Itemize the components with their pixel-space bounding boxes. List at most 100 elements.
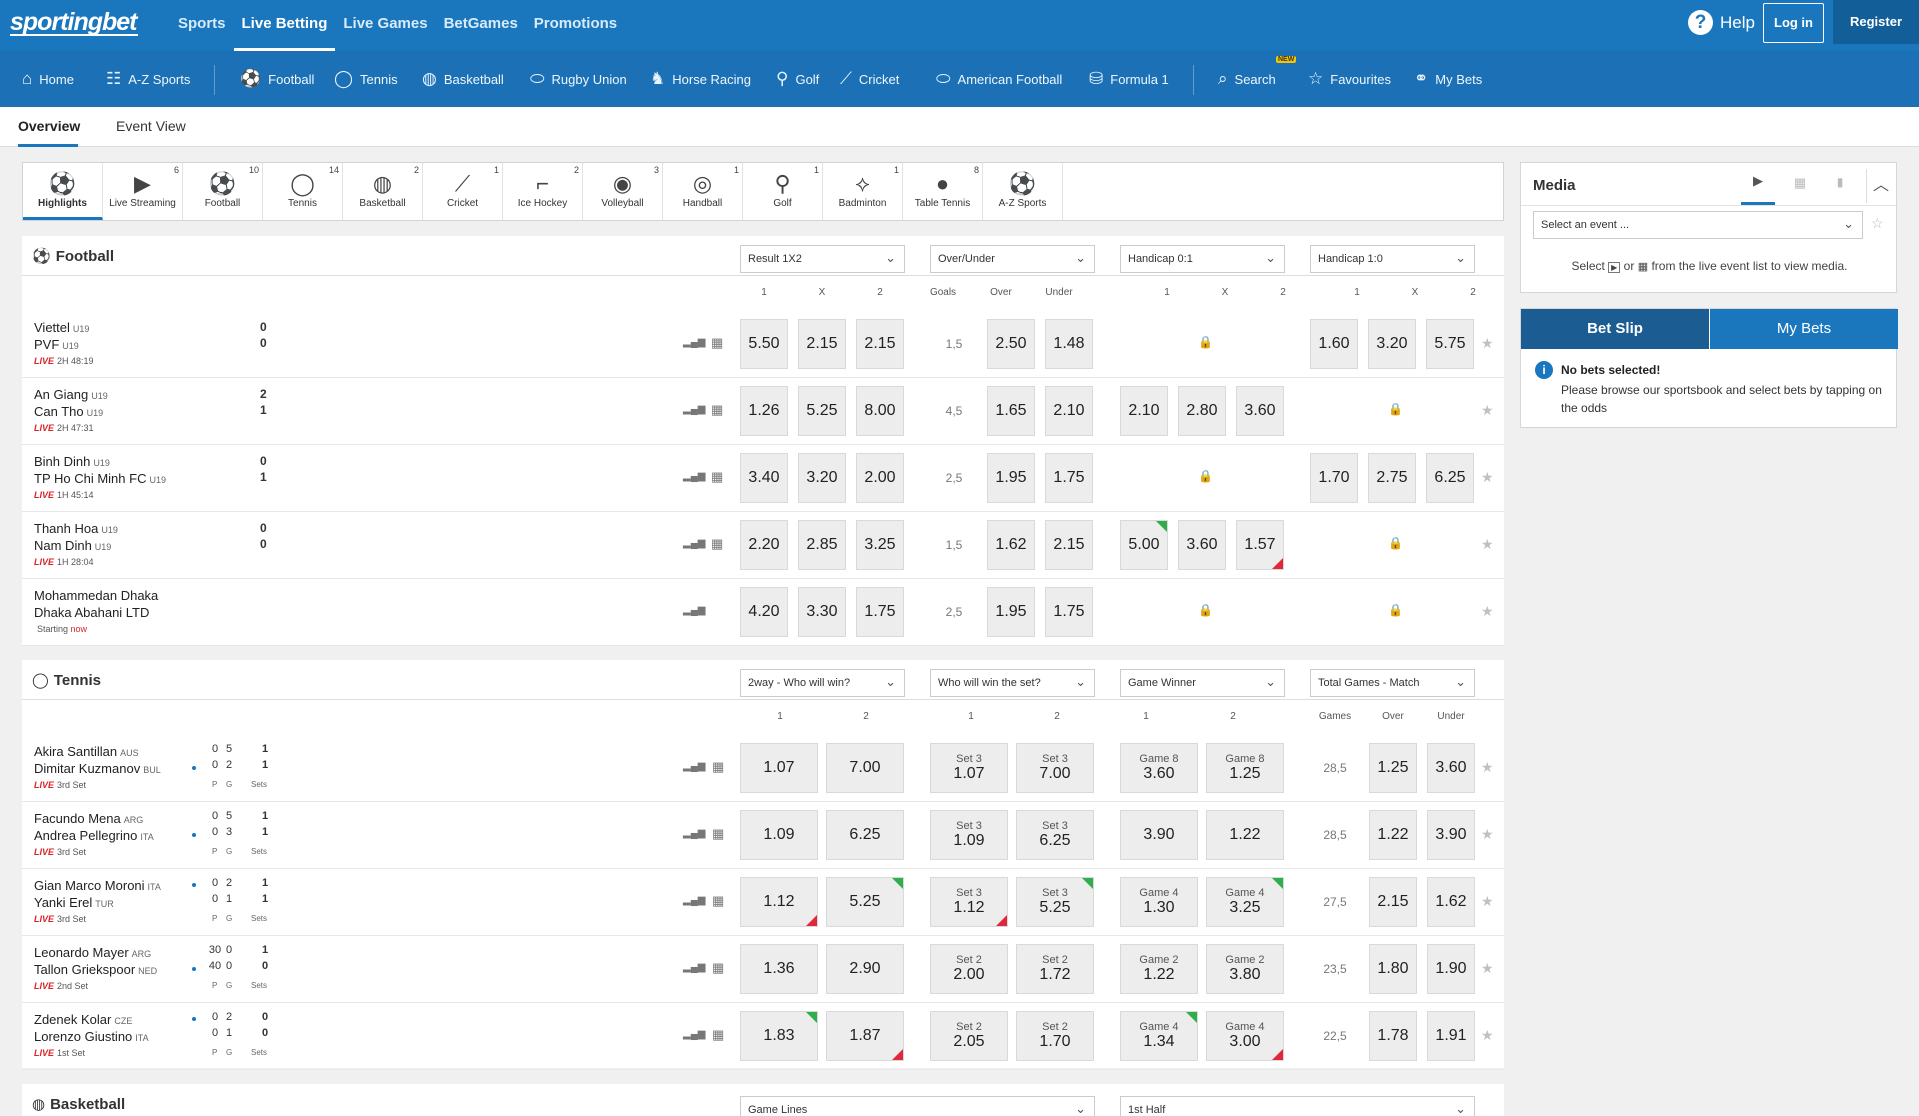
market-select[interactable]: Result 1X2 ⌄ <box>740 245 905 273</box>
event-row[interactable]: Akira Santillan AUS Dimitar Kuzmanov BUL LIV… <box>22 735 1504 802</box>
odds-button[interactable]: Game 8 1.25 <box>1206 743 1284 793</box>
odds-button[interactable]: 1.22 <box>1206 810 1284 860</box>
collapse-icon[interactable]: ︿ <box>1873 177 1890 194</box>
stats-icon[interactable]: ▂▄▆ <box>683 538 706 549</box>
scoreboard-icon[interactable]: ▦ <box>711 536 724 551</box>
event-row[interactable]: Gian Marco Moroni ITA Yanki Erel TUR LIVE 3rd… <box>22 869 1504 936</box>
player-name[interactable]: Leonardo Mayer ARG <box>34 945 151 960</box>
odds-button[interactable]: 1.60 <box>1310 319 1358 369</box>
odds-button[interactable]: 1.78 <box>1369 1011 1417 1061</box>
odds-button[interactable]: 1.25 <box>1369 743 1417 793</box>
team-name[interactable]: PVF U19 <box>34 337 79 352</box>
odds-button[interactable]: 1.75 <box>856 587 904 637</box>
team-name[interactable]: Dhaka Abahani LTD <box>34 605 152 620</box>
player-name[interactable]: Zdenek Kolar CZE <box>34 1012 132 1027</box>
market-select[interactable]: Who will win the set? ⌄ <box>930 669 1095 697</box>
odds-button[interactable]: 6.25 <box>826 810 904 860</box>
market-select[interactable]: Game Lines ⌄ <box>740 1096 1095 1116</box>
odds-button[interactable]: 1.65 <box>987 386 1035 436</box>
topnav-live-betting[interactable]: Live Betting <box>233 0 336 51</box>
scoreboard-icon[interactable]: ▦ <box>711 335 724 350</box>
odds-button[interactable]: 3.90 <box>1427 810 1475 860</box>
odds-button[interactable]: 1.70 <box>1310 453 1358 503</box>
odds-button[interactable]: 2.80 <box>1178 386 1226 436</box>
odds-button[interactable]: Set 2 1.70 <box>1016 1011 1094 1061</box>
stats-icon[interactable]: ▂▄▆ <box>683 828 706 839</box>
odds-button[interactable]: Set 3 6.25 <box>1016 810 1094 860</box>
odds-button[interactable]: 3.20 <box>1368 319 1416 369</box>
topnav-promotions[interactable]: Promotions <box>533 15 618 32</box>
odds-button[interactable]: Game 4 3.25 <box>1206 877 1284 927</box>
topnav-sports[interactable]: Sports <box>178 15 226 32</box>
stats-icon[interactable]: ▂▄▆ <box>683 337 706 348</box>
player-name[interactable]: Yanki Erel TUR <box>34 895 114 910</box>
tab-my-bets[interactable]: My Bets <box>1710 309 1898 349</box>
market-select[interactable]: Game Winner ⌄ <box>1120 669 1285 697</box>
odds-button[interactable]: 1.62 <box>1427 877 1475 927</box>
tile-a-z-sports[interactable]: ⚽ A-Z Sports <box>983 163 1063 220</box>
sportsbar-item-formula-1[interactable]: ⛁ Formula 1 <box>1089 51 1169 107</box>
tile-live-streaming[interactable]: ▶ Live Streaming 6 <box>103 163 183 220</box>
odds-button[interactable]: 3.30 <box>798 587 846 637</box>
odds-button[interactable]: 2.10 <box>1045 386 1093 436</box>
sportsbar-item-tennis[interactable]: ◯ Tennis <box>334 51 398 107</box>
sportsbar-item-rugby-union[interactable]: ⬭ Rugby Union <box>530 51 627 107</box>
sportsbar-item-american-football[interactable]: ⬭ American Football <box>936 51 1062 107</box>
event-row[interactable]: Zdenek Kolar CZE Lorenzo Giustino ITA LIVE 1s… <box>22 1003 1504 1070</box>
odds-button[interactable]: Set 2 1.72 <box>1016 944 1094 994</box>
stats-icon[interactable]: ▂▄▆ <box>683 471 706 482</box>
odds-button[interactable]: 1.62 <box>987 520 1035 570</box>
topnav-betgames[interactable]: BetGames <box>443 15 518 32</box>
sportsbar-item-a-z-sports[interactable]: ☷ A-Z Sports <box>106 51 190 107</box>
odds-button[interactable]: 2.00 <box>856 453 904 503</box>
event-select[interactable]: Select an event ... ⌄ <box>1533 211 1863 239</box>
odds-button[interactable]: 2.15 <box>1045 520 1093 570</box>
sportsbar-item-my-bets[interactable]: ⚭ My Bets <box>1414 51 1482 107</box>
tab-overview[interactable]: Overview <box>18 107 80 147</box>
odds-button[interactable]: 5.25 <box>798 386 846 436</box>
odds-button[interactable]: 1.48 <box>1045 319 1093 369</box>
odds-button[interactable]: 3.60 <box>1427 743 1475 793</box>
sportsbar-item-search[interactable]: ⌕ Search <box>1218 51 1276 107</box>
odds-button[interactable]: Game 2 1.22 <box>1120 944 1198 994</box>
player-name[interactable]: Facundo Mena ARG <box>34 811 143 826</box>
odds-button[interactable]: Set 3 1.12 <box>930 877 1008 927</box>
sportsbar-item-golf[interactable]: ⚲ Golf <box>776 51 819 107</box>
odds-button[interactable]: 1.09 <box>740 810 818 860</box>
odds-button[interactable]: 1.95 <box>987 453 1035 503</box>
login-button[interactable]: Log in <box>1763 3 1824 43</box>
odds-button[interactable]: Set 3 1.07 <box>930 743 1008 793</box>
scoreboard-icon[interactable]: ▦ <box>712 1027 725 1042</box>
help-link[interactable]: ? Help <box>1688 10 1755 35</box>
odds-button[interactable]: Set 3 1.09 <box>930 810 1008 860</box>
odds-button[interactable]: 1.22 <box>1369 810 1417 860</box>
event-row[interactable]: Mohammedan Dhaka Dhaka Abahani LTD Startin… <box>22 579 1504 646</box>
odds-button[interactable]: 1.26 <box>740 386 788 436</box>
odds-button[interactable]: 2.15 <box>1369 877 1417 927</box>
sportsbar-item-cricket[interactable]: ⟋ Cricket <box>840 51 899 107</box>
odds-button[interactable]: 1.57 <box>1236 520 1284 570</box>
tile-highlights[interactable]: ⚽ Highlights <box>23 163 103 220</box>
event-row[interactable]: Facundo Mena ARG Andrea Pellegrino ITA LIVE 3… <box>22 802 1504 869</box>
odds-button[interactable]: 5.00 <box>1120 520 1168 570</box>
sportsbar-item-football[interactable]: ⚽ Football <box>240 51 314 107</box>
favourite-star-icon[interactable]: ★ <box>1481 759 1494 775</box>
scoreboard-icon[interactable]: ▦ <box>712 759 725 774</box>
market-select[interactable]: Total Games - Match ⌄ <box>1310 669 1475 697</box>
odds-button[interactable]: Set 3 5.25 <box>1016 877 1094 927</box>
stats-icon[interactable]: ▂▄▆ <box>683 761 706 772</box>
odds-button[interactable]: 1.95 <box>987 587 1035 637</box>
market-select[interactable]: Over/Under ⌄ <box>930 245 1095 273</box>
favourite-star-icon[interactable]: ★ <box>1481 826 1494 842</box>
odds-button[interactable]: 1.90 <box>1427 944 1475 994</box>
market-select[interactable]: 2way - Who will win? ⌄ <box>740 669 905 697</box>
scoreboard-icon[interactable]: ▦ <box>711 402 724 417</box>
tab-event-view[interactable]: Event View <box>116 118 186 134</box>
tile-cricket[interactable]: ⟋ Cricket 1 <box>423 163 503 220</box>
favourite-star-icon[interactable]: ★ <box>1481 1027 1494 1043</box>
odds-button[interactable]: 1.83 <box>740 1011 818 1061</box>
odds-button[interactable]: 6.25 <box>1426 453 1474 503</box>
odds-button[interactable]: 3.25 <box>856 520 904 570</box>
scoreboard-icon[interactable]: ▦ <box>712 960 725 975</box>
stats-icon[interactable]: ▂▄▆ <box>683 605 706 616</box>
